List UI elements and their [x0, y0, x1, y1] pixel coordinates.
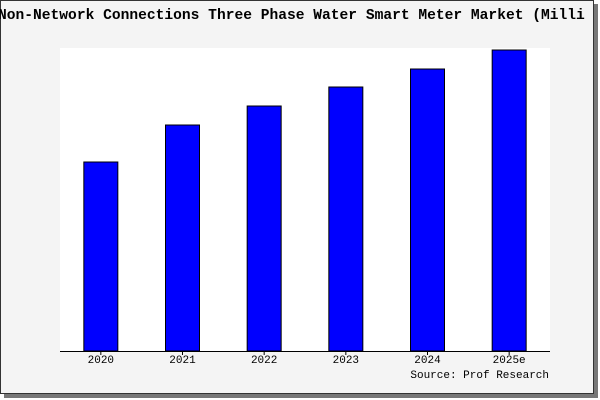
chart-title: Non-Network Connections Three Phase Wate…: [0, 8, 585, 24]
bar: [165, 124, 200, 352]
bar: [246, 105, 282, 352]
x-tick-label: 2023: [333, 355, 359, 367]
source-note: Source: Prof Research: [410, 370, 549, 382]
bar: [410, 68, 445, 352]
x-tick-label: 2022: [251, 355, 277, 367]
x-tick-label: 2024: [414, 355, 441, 367]
x-tick-label: 2020: [88, 355, 114, 367]
bar: [328, 86, 364, 352]
x-tick-label: 2025e: [493, 355, 526, 367]
plot-area: [60, 48, 550, 351]
x-tick-label: 2021: [169, 355, 196, 367]
bar: [83, 161, 119, 352]
bar: [491, 49, 527, 352]
